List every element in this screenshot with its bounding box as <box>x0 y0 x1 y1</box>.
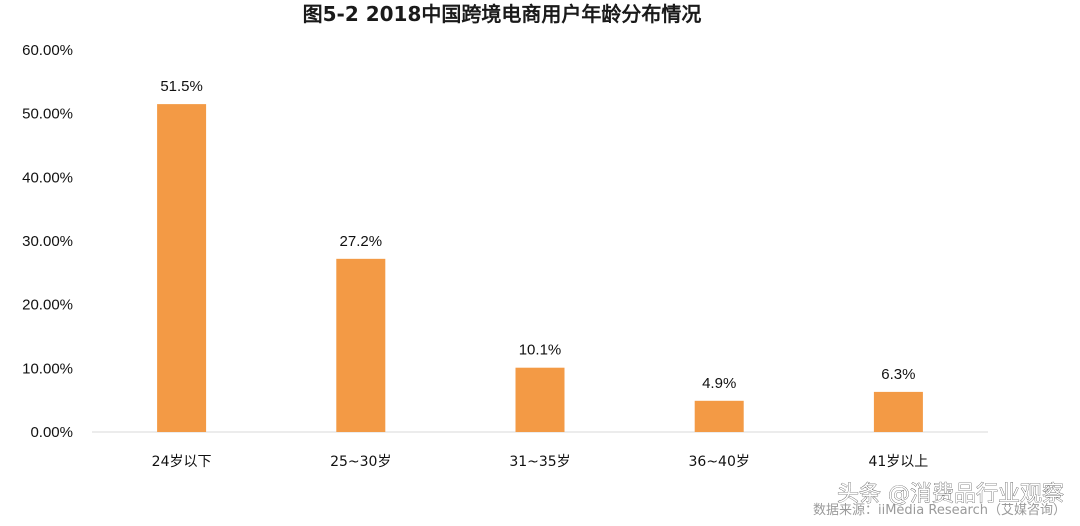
bar <box>515 367 565 432</box>
y-tick-label: 30.00% <box>22 233 73 250</box>
y-axis: 0.00% 10.00% 20.00% 30.00% 40.00% 50.00% 60.00… <box>22 42 73 441</box>
chart-title: 图5-2 2018中国跨境电商用户年龄分布情况 <box>303 2 702 26</box>
bar <box>157 104 207 432</box>
x-tick-label: 36~40岁 <box>689 454 750 470</box>
bar-series <box>157 104 923 432</box>
source-note: 数据来源：iiMedia Research（艾媒咨询） <box>813 503 1066 518</box>
bar <box>336 258 386 432</box>
data-label: 4.9% <box>702 375 736 392</box>
x-tick-label: 31~35岁 <box>509 454 570 470</box>
y-tick-label: 0.00% <box>30 424 73 441</box>
x-tick-label: 41岁以上 <box>868 454 928 470</box>
bar <box>873 391 923 432</box>
data-label: 10.1% <box>519 342 562 359</box>
y-tick-label: 60.00% <box>22 42 73 59</box>
x-tick-label: 25~30岁 <box>330 454 391 470</box>
bar <box>694 400 744 432</box>
x-tick-label: 24岁以下 <box>152 454 212 470</box>
data-label: 6.3% <box>881 366 915 383</box>
data-label: 27.2% <box>340 233 383 250</box>
y-tick-label: 10.00% <box>22 360 73 377</box>
x-axis: 24岁以下 25~30岁 31~35岁 36~40岁 41岁以上 <box>152 454 929 470</box>
y-tick-label: 40.00% <box>22 169 73 186</box>
y-tick-label: 50.00% <box>22 106 73 123</box>
y-tick-label: 20.00% <box>22 297 73 314</box>
watermark: 头条 @消费品行业观察 <box>837 482 1064 507</box>
data-label: 51.5% <box>160 78 203 95</box>
data-labels: 51.5% 27.2% 10.1% 4.9% 6.3% <box>160 78 915 392</box>
